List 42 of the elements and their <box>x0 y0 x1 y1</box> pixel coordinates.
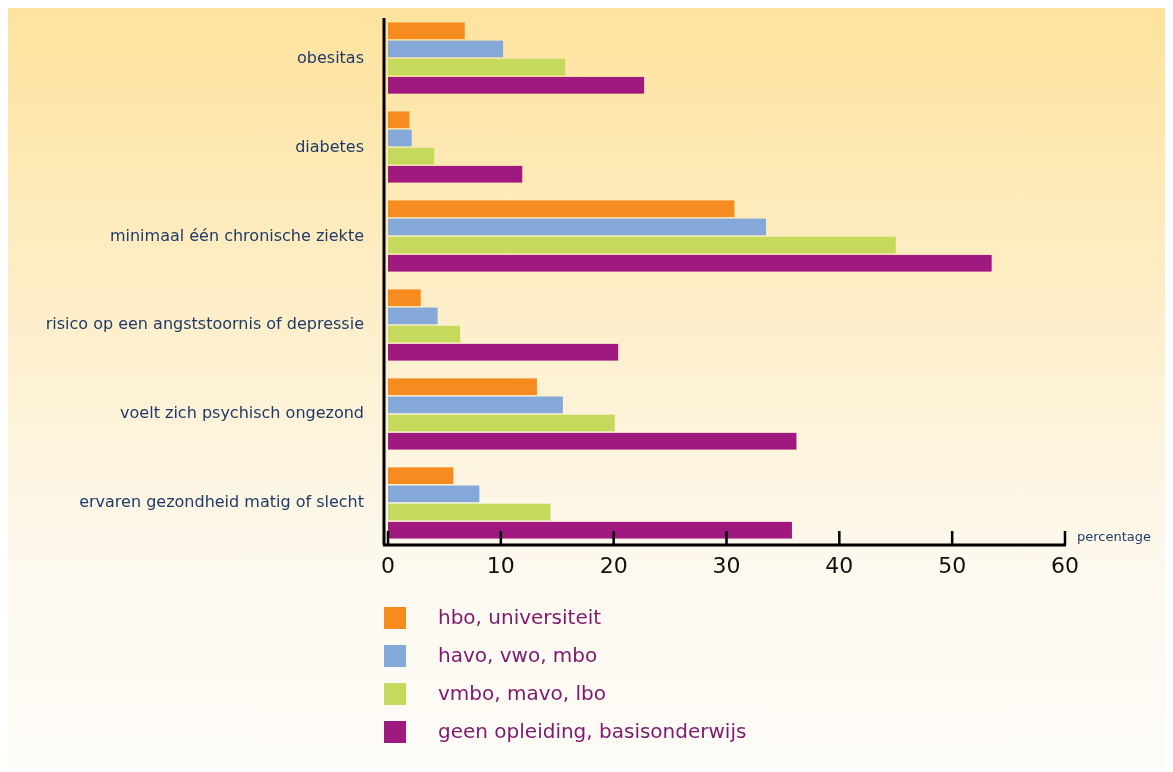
bar <box>388 432 797 450</box>
bar <box>388 22 465 40</box>
bar <box>388 414 615 432</box>
x-tick-label: 30 <box>712 553 741 578</box>
x-tick-label: 50 <box>938 553 967 578</box>
x-tick-label: 0 <box>381 553 395 578</box>
bar <box>388 218 766 236</box>
bar <box>388 485 480 503</box>
y-tick-label: diabetes <box>295 136 364 156</box>
x-tick-label: 60 <box>1051 553 1079 578</box>
y-tick-label: risico op een angststoornis of depressie <box>45 314 364 334</box>
bar <box>388 521 792 539</box>
bar <box>388 165 523 183</box>
y-tick-label: ervaren gezondheid matig of slecht <box>79 492 364 512</box>
bar <box>388 307 438 325</box>
bar <box>388 467 454 485</box>
bar <box>388 76 645 94</box>
x-axis-title: percentage <box>1077 529 1152 544</box>
bar <box>388 343 619 361</box>
bar <box>388 58 566 76</box>
y-tick-label: obesitas <box>297 47 364 67</box>
bar <box>388 325 461 343</box>
legend-label: havo, vwo, mbo <box>438 642 598 667</box>
bar <box>388 378 537 396</box>
bar <box>388 40 504 58</box>
bar <box>388 147 435 165</box>
bar <box>388 236 896 254</box>
legend-label: vmbo, mavo, lbo <box>438 680 606 705</box>
bar <box>388 200 735 218</box>
x-tick-label: 40 <box>825 553 854 578</box>
y-tick-label: voelt zich psychisch ongezond <box>120 403 364 423</box>
bar <box>388 254 992 272</box>
bar <box>388 111 410 129</box>
bar <box>388 129 412 147</box>
legend-label: geen opleiding, basisonderwijs <box>438 718 747 743</box>
bar <box>388 503 551 521</box>
legend-label: hbo, universiteit <box>438 604 602 629</box>
bar <box>388 396 563 414</box>
y-tick-label: minimaal één chronische ziekte <box>109 225 364 245</box>
bar <box>388 289 421 307</box>
x-tick-label: 10 <box>486 553 515 578</box>
x-tick-label: 20 <box>599 553 628 578</box>
